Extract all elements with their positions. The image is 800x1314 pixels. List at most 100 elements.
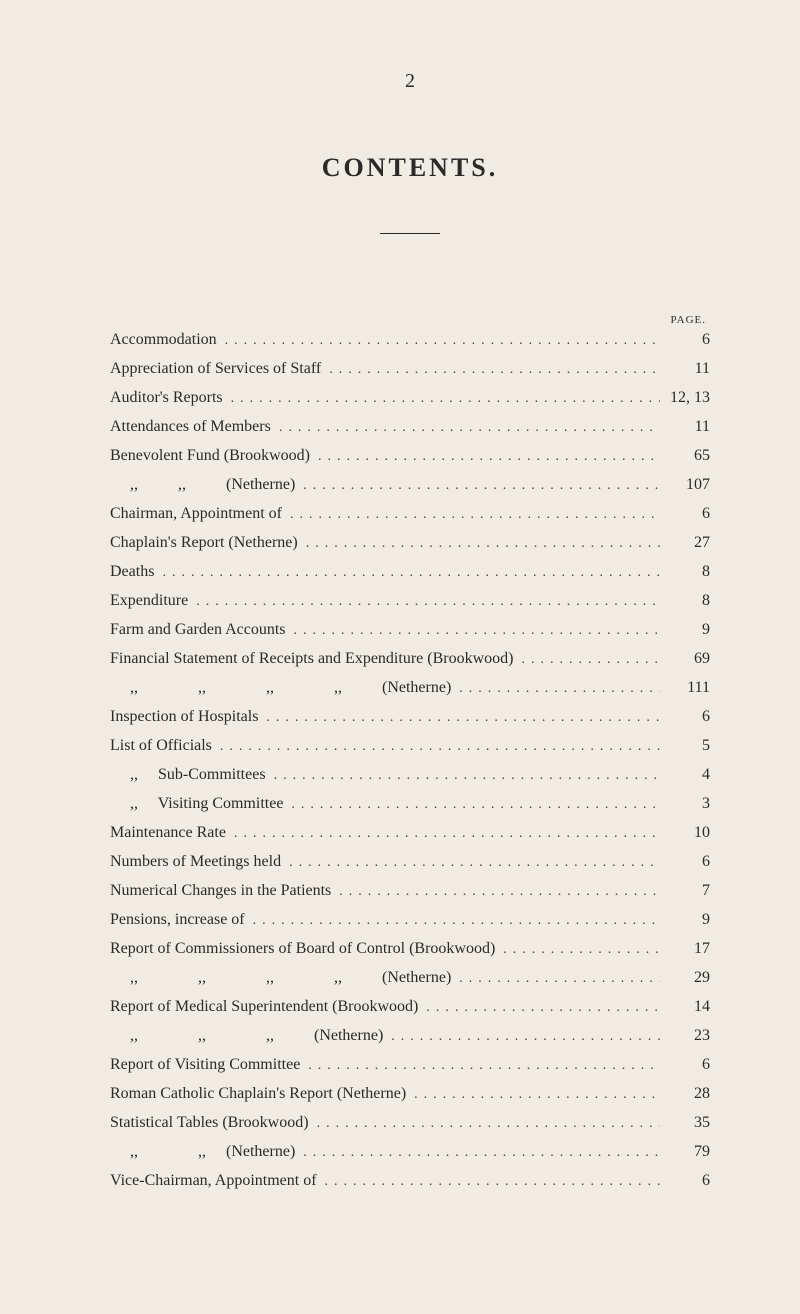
toc-page: 23 <box>660 1024 710 1048</box>
toc-row: ,, Visiting Committee...................… <box>110 792 710 816</box>
toc-label: Chairman, Appointment of <box>110 502 282 526</box>
toc-page: 27 <box>660 531 710 555</box>
toc-leader: ........................................… <box>271 417 660 438</box>
toc-leader: ........................................… <box>286 620 660 641</box>
toc-page: 11 <box>660 415 710 439</box>
toc-label: Inspection of Hospitals <box>110 705 258 729</box>
toc-label: Statistical Tables (Brookwood) <box>110 1111 309 1135</box>
toc-row: Auditor's Reports.......................… <box>110 386 710 410</box>
toc-row: Chairman, Appointment of................… <box>110 502 710 526</box>
toc-page: 6 <box>660 1169 710 1193</box>
toc-row: Vice-Chairman, Appointment of...........… <box>110 1169 710 1193</box>
toc-page: 6 <box>660 1053 710 1077</box>
toc-page: 6 <box>660 502 710 526</box>
toc-label: Accommodation <box>110 328 217 352</box>
toc-leader: ........................................… <box>513 649 660 670</box>
toc-leader: ........................................… <box>282 504 660 525</box>
toc-label: List of Officials <box>110 734 212 758</box>
toc-label: Benevolent Fund (Brookwood) <box>110 444 310 468</box>
toc-leader: ........................................… <box>331 881 660 902</box>
toc-page: 65 <box>660 444 710 468</box>
toc-page: 4 <box>660 763 710 787</box>
toc-row: ,, ,, (Netherne)........................… <box>110 1140 710 1164</box>
toc-row: Pensions, increase of...................… <box>110 908 710 932</box>
toc-page: 5 <box>660 734 710 758</box>
toc-label: ,, ,, ,, ,, (Netherne) <box>110 966 451 990</box>
toc-page: 6 <box>660 850 710 874</box>
toc-page: 69 <box>660 647 710 671</box>
toc-leader: ........................................… <box>406 1084 660 1105</box>
toc-row: Numbers of Meetings held................… <box>110 850 710 874</box>
toc-leader: ........................................… <box>495 939 660 960</box>
toc-page: 35 <box>660 1111 710 1135</box>
toc-leader: ........................................… <box>418 997 660 1018</box>
toc-label: ,, ,, ,, ,, (Netherne) <box>110 676 451 700</box>
toc-row: Numerical Changes in the Patients.......… <box>110 879 710 903</box>
toc-row: Chaplain's Report (Netherne)............… <box>110 531 710 555</box>
toc-label: Numbers of Meetings held <box>110 850 281 874</box>
toc-label: Report of Medical Superintendent (Brookw… <box>110 995 418 1019</box>
toc-leader: ........................................… <box>281 852 660 873</box>
toc-page: 107 <box>660 473 710 497</box>
toc-row: ,, ,, ,, (Netherne).....................… <box>110 1024 710 1048</box>
toc-row: List of Officials.......................… <box>110 734 710 758</box>
toc-label: Numerical Changes in the Patients <box>110 879 331 903</box>
toc-leader: ........................................… <box>154 562 660 583</box>
toc-page: 12, 13 <box>660 386 710 410</box>
title-rule <box>380 233 440 234</box>
toc-row: ,, ,, (Netherne)........................… <box>110 473 710 497</box>
toc-leader: ........................................… <box>451 678 660 699</box>
toc-row: Deaths..................................… <box>110 560 710 584</box>
toc-leader: ........................................… <box>245 910 660 931</box>
toc-row: Report of Commissioners of Board of Cont… <box>110 937 710 961</box>
toc-leader: ........................................… <box>212 736 660 757</box>
toc-row: Appreciation of Services of Staff.......… <box>110 357 710 381</box>
toc-row: ,, Sub-Committees.......................… <box>110 763 710 787</box>
toc-row: Report of Medical Superintendent (Brookw… <box>110 995 710 1019</box>
toc-row: Benevolent Fund (Brookwood).............… <box>110 444 710 468</box>
toc-row: Maintenance Rate........................… <box>110 821 710 845</box>
toc-label: Attendances of Members <box>110 415 271 439</box>
toc-label: Chaplain's Report (Netherne) <box>110 531 298 555</box>
toc-label: Farm and Garden Accounts <box>110 618 286 642</box>
toc-label: ,, ,, (Netherne) <box>110 1140 295 1164</box>
toc-label: ,, ,, ,, (Netherne) <box>110 1024 383 1048</box>
toc-row: Expenditure.............................… <box>110 589 710 613</box>
toc-label: ,, ,, (Netherne) <box>110 473 295 497</box>
toc-page: 8 <box>660 560 710 584</box>
table-of-contents: Accommodation...........................… <box>110 328 710 1193</box>
toc-leader: ........................................… <box>298 533 660 554</box>
toc-row: Farm and Garden Accounts................… <box>110 618 710 642</box>
toc-page: 111 <box>660 676 710 700</box>
toc-page: 79 <box>660 1140 710 1164</box>
toc-leader: ........................................… <box>283 794 660 815</box>
toc-label: Appreciation of Services of Staff <box>110 357 321 381</box>
toc-leader: ........................................… <box>300 1055 660 1076</box>
toc-label: Expenditure <box>110 589 188 613</box>
toc-row: Attendances of Members..................… <box>110 415 710 439</box>
toc-leader: ........................................… <box>188 591 660 612</box>
toc-leader: ........................................… <box>321 359 660 380</box>
toc-leader: ........................................… <box>223 388 660 409</box>
toc-page: 7 <box>660 879 710 903</box>
toc-row: Statistical Tables (Brookwood)..........… <box>110 1111 710 1135</box>
toc-page: 8 <box>660 589 710 613</box>
toc-page: 11 <box>660 357 710 381</box>
toc-page: 9 <box>660 618 710 642</box>
toc-leader: ........................................… <box>295 475 660 496</box>
toc-label: Auditor's Reports <box>110 386 223 410</box>
toc-leader: ........................................… <box>266 765 660 786</box>
toc-page: 17 <box>660 937 710 961</box>
toc-label: Deaths <box>110 560 154 584</box>
toc-leader: ........................................… <box>258 707 660 728</box>
toc-leader: ........................................… <box>317 1171 660 1192</box>
toc-leader: ........................................… <box>309 1113 660 1134</box>
toc-leader: ........................................… <box>310 446 660 467</box>
toc-leader: ........................................… <box>383 1026 660 1047</box>
contents-title: CONTENTS. <box>110 153 710 183</box>
toc-page: 6 <box>660 328 710 352</box>
toc-label: Report of Visiting Committee <box>110 1053 300 1077</box>
toc-row: Inspection of Hospitals.................… <box>110 705 710 729</box>
toc-label: Pensions, increase of <box>110 908 245 932</box>
toc-leader: ........................................… <box>226 823 660 844</box>
